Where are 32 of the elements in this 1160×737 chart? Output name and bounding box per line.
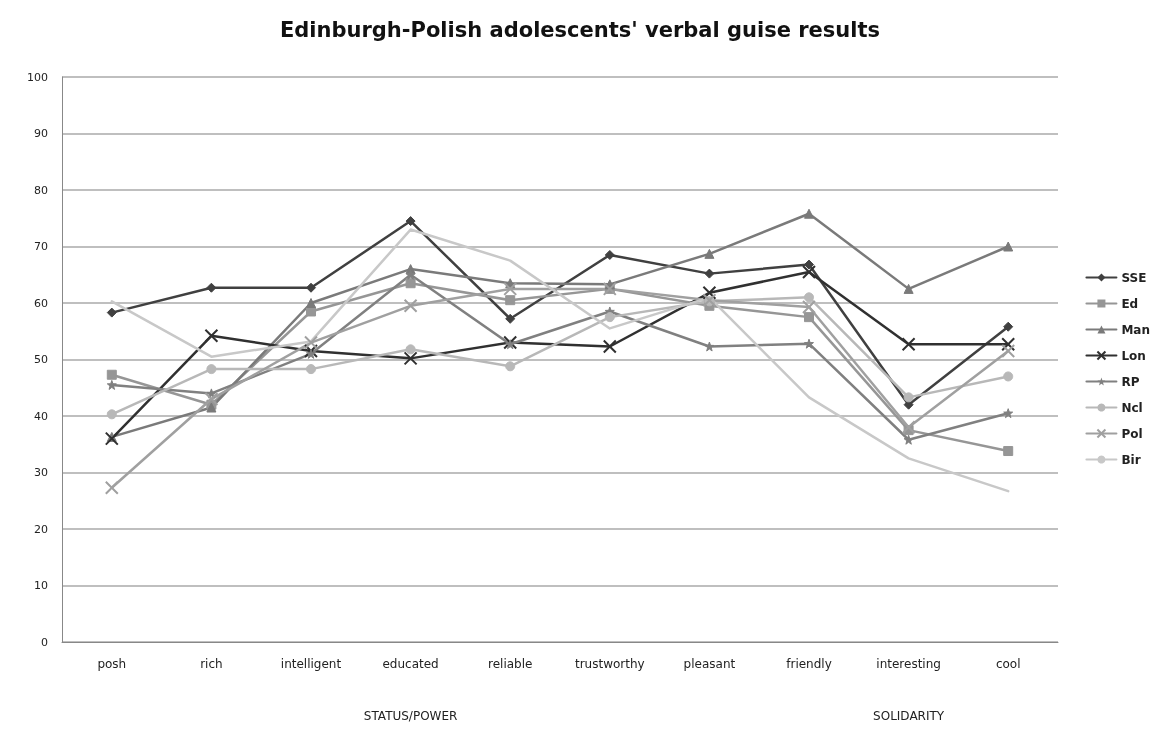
y-tick-label: 0	[41, 635, 48, 649]
y-tick-label: 90	[34, 127, 48, 140]
x-tick-label: cool	[995, 657, 1021, 671]
x-tick-label: rich	[200, 657, 223, 671]
legend-label: RP	[1121, 374, 1140, 389]
legend-label: Lon	[1121, 348, 1146, 363]
y-tick-label: 70	[34, 240, 48, 253]
y-tick-label: 40	[34, 409, 48, 423]
legend-label: Ed	[1121, 296, 1139, 311]
y-tick-label: 100	[27, 70, 48, 84]
y-tick-label: 80	[34, 183, 48, 197]
y-tick-label: 10	[34, 579, 48, 592]
legend-label: Man	[1121, 322, 1151, 337]
y-tick-label: 30	[34, 466, 48, 479]
y-tick-label: 20	[34, 522, 48, 536]
x-tick-label: interesting	[876, 657, 941, 671]
x-tick-label: reliable	[487, 657, 533, 671]
x-tick-label: friendly	[786, 657, 832, 671]
legend-label: Bir	[1121, 452, 1141, 467]
legend-label: Ncl	[1121, 400, 1143, 415]
text: STATUS/POWER	[363, 709, 458, 723]
y-tick-label: 50	[34, 353, 48, 366]
x-tick-label: posh	[97, 657, 127, 671]
legend-label: SSE	[1121, 270, 1147, 285]
legend-label: Pol	[1121, 426, 1143, 441]
y-tick-label: 60	[34, 296, 48, 310]
x-tick-label: intelligent	[280, 657, 342, 671]
text: SOLIDARITY	[873, 709, 945, 723]
chart-title: Edinburgh-Polish adolescents' verbal guise results	[279, 17, 881, 42]
x-tick-label: pleasant	[683, 657, 736, 671]
x-tick-label: trustworthy	[574, 657, 645, 671]
x-tick-label: educated	[382, 657, 439, 671]
